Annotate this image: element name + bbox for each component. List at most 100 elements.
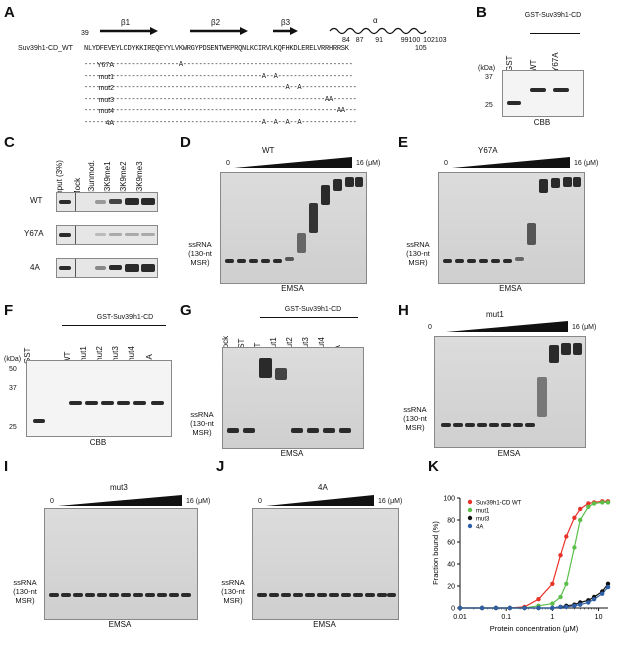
legend-marker [467,515,473,521]
panel-d-end: 16 (μM) [356,160,381,167]
panel-i-start: 0 [50,498,54,505]
data-point [564,581,569,586]
marker-37: 37 [485,74,493,81]
panel-h-start: 0 [428,324,432,331]
conc-gradient-triangle [234,157,352,168]
data-point [536,605,541,611]
panel-f-header: GST-Suv39h1-CD [96,314,154,321]
x-tick-label: 0.01 [453,614,467,621]
panel-e-letter: E [398,134,409,151]
data-point [605,500,611,505]
wt-sequence: NLYDFEVEYLCDYKKIREQEYYLVKWRGYPDSENTWEPRQ… [84,45,349,53]
data-point [572,603,577,608]
panel-i-end: 16 (μM) [186,498,211,505]
data-point [591,501,597,506]
data-point [572,515,577,520]
data-point [522,605,527,611]
gel-i [44,508,198,620]
row-4a: 4A [30,263,40,272]
data-point [572,545,577,550]
panel-i-letter: I [4,458,9,475]
panel-j-start: 0 [258,498,262,505]
data-point [577,506,583,512]
panel-g-letter: G [180,302,192,319]
panel-b-letter: B [476,4,487,21]
panel-f-caption: CBB [89,438,107,447]
panel-j-letter: J [216,458,225,475]
band [553,88,569,92]
data-point [600,500,605,505]
legend-label: mut1 [476,508,490,514]
panel-e-caption: EMSA [499,284,522,293]
data-point [558,553,563,558]
panel-c-letter: C [4,134,15,151]
wt-label: Suv39h1-CD_WT [18,45,73,52]
legend-marker [467,523,473,529]
x-tick-label: 1 [550,614,554,621]
panel-i-caption: EMSA [108,620,132,629]
panel-a-letter: A [4,4,15,21]
secondary-structure-svg [100,27,427,35]
conc-gradient-triangle [266,495,374,506]
gel-f [26,360,172,437]
panel-e-end: 16 (μM) [574,160,599,167]
panel-e-title: Y67A [478,146,498,155]
data-point [577,517,583,523]
marker-25: 25 [9,424,17,431]
panel-b-caption: CBB [533,118,551,127]
beta2-label: β2 [211,18,221,27]
legend-marker [467,499,473,505]
panel-g-caption: EMSA [280,449,304,458]
data-point [586,501,591,506]
marker-50: 50 [9,366,17,373]
blot-y67a [56,225,158,245]
data-point [507,605,513,611]
series-line [460,586,609,609]
header-line [530,33,580,34]
y-tick-label: 0 [451,606,455,613]
data-point [586,600,591,605]
panel-i-title: mut3 [110,483,128,492]
data-point [564,604,569,610]
gel-j [252,508,399,620]
panel-d-start: 0 [226,160,230,167]
x-axis-label: Protein concentration (μM) [490,624,579,633]
data-point [479,605,485,611]
gel-h [434,336,586,448]
panel-h-caption: EMSA [497,449,521,458]
seq-end: 105 [415,45,427,52]
legend-label: 4A [476,524,483,530]
band [507,101,521,105]
fraction-bound-chart: 0 20 40 60 80 100 0.01 0.1 1 10 Protein concentrat… [431,496,611,633]
panel-d-ssrna: ssRNA (130-nt MSR) [188,240,212,267]
marker-37: 37 [9,385,17,392]
panel-h-title: mut1 [486,310,504,319]
x-tick-label: 10 [595,614,603,621]
mutant-sequences: ------------------------A---------------… [84,61,357,127]
y-tick-label: 100 [443,496,455,503]
alpha-label: α [373,16,378,25]
data-point [558,604,563,610]
blot-4a [56,258,158,278]
data-point [591,597,597,602]
panel-j-end: 16 (μM) [378,498,403,505]
data-point [550,605,555,611]
gel-d [220,172,367,284]
data-point [586,504,591,509]
y-axis-label: Fraction bound (%) [431,521,440,585]
y-tick-label: 40 [447,562,455,569]
data-point [605,584,611,590]
panel-d-title: WT [262,146,275,155]
beta2-arrowhead [240,27,248,35]
mutant-names: Y67A mut1 mut2 mut3 mut4 4A [96,62,114,127]
conc-gradient-triangle [452,157,570,168]
panel-i-ssrna: ssRNA (130-nt MSR) [13,578,37,605]
panel-d-caption: EMSA [281,284,304,293]
kda-label: (kDa) [478,65,496,72]
legend-label: Suv39h1-CD WT [476,500,522,506]
panel-k-letter: K [428,458,439,475]
data-point [550,601,555,606]
residue-numbers: 84 87 91 99100 102103 [342,37,447,44]
y-tick-label: 80 [447,518,455,525]
data-point [600,591,605,596]
